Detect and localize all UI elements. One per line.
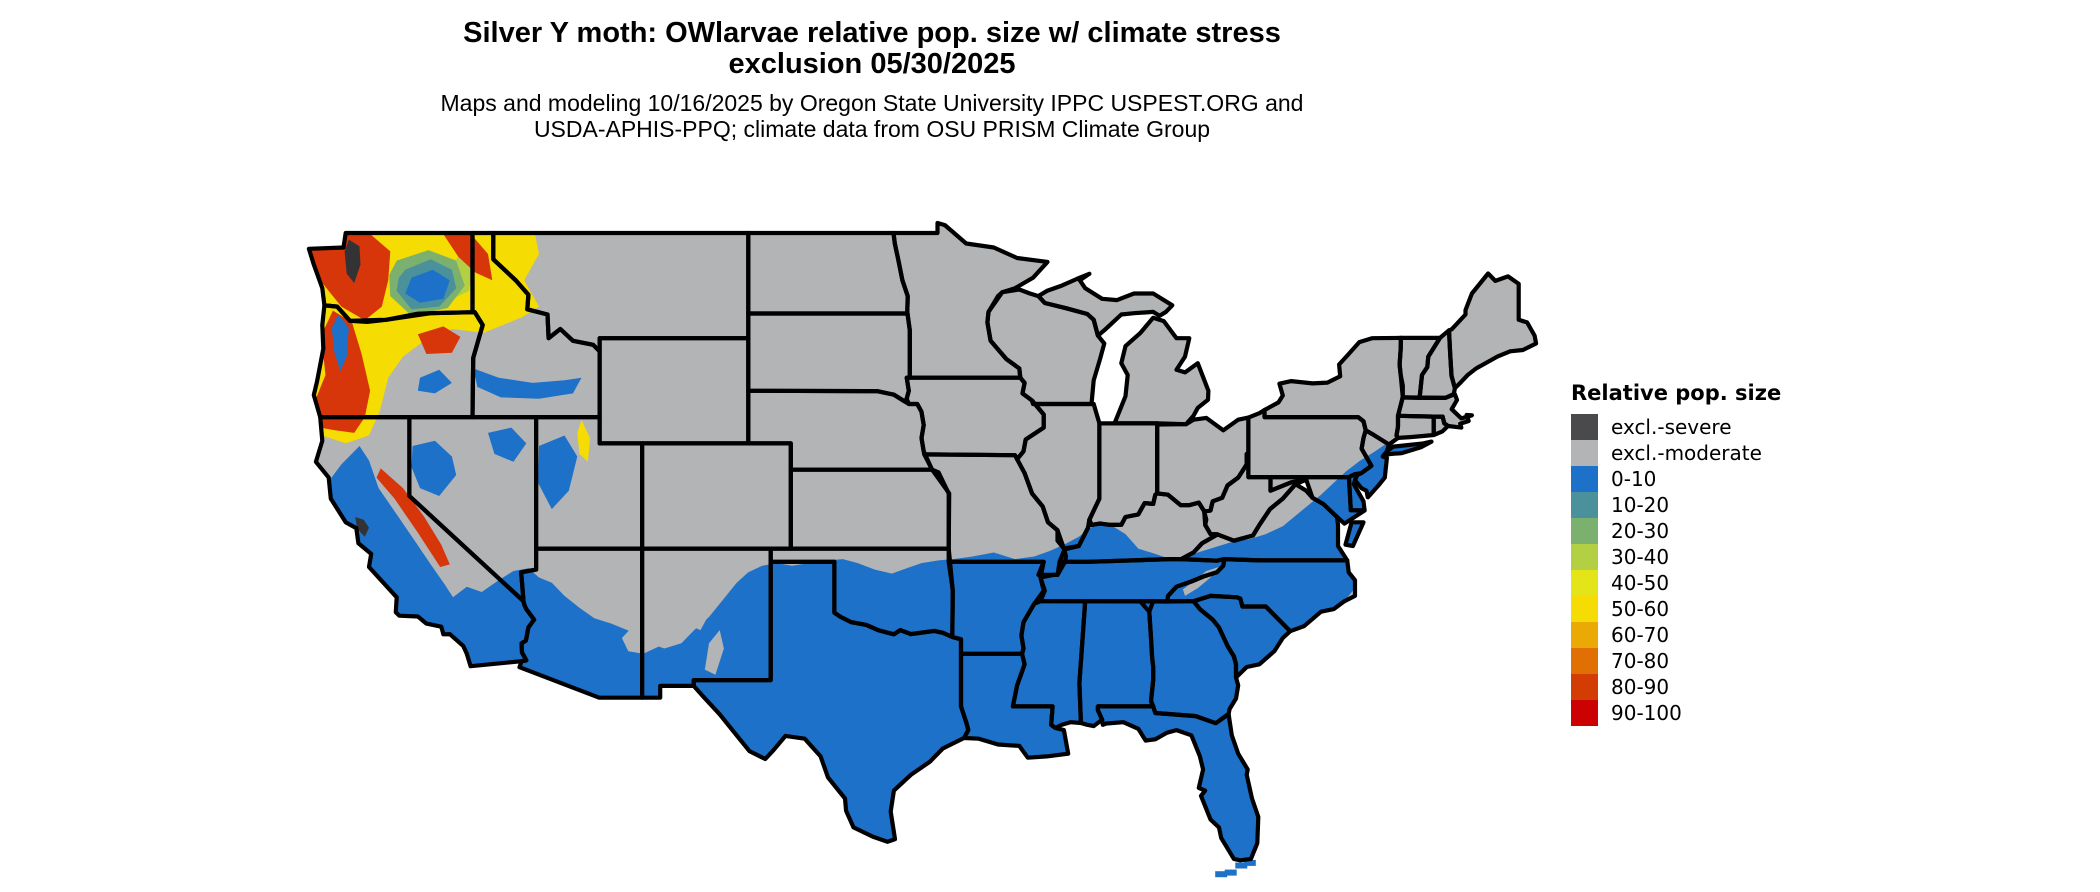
state-nd	[748, 233, 908, 314]
legend-swatch	[1571, 570, 1598, 596]
legend-item: excl.-severe	[1571, 414, 1871, 440]
map-subtitle-line2: USDA-APHIS-PPQ; climate data from OSU PR…	[533, 116, 1211, 142]
legend-swatch	[1571, 622, 1598, 648]
state-ny	[1264, 337, 1403, 445]
state-mo	[924, 454, 1066, 575]
legend-rows: excl.-severe excl.-moderate 0-10 10-20 20-30…	[1571, 414, 1871, 726]
state-co	[642, 443, 791, 549]
state-mil	[1114, 317, 1209, 425]
pop-zone	[405, 269, 450, 303]
legend-item: 50-60	[1571, 596, 1871, 622]
pop-zone	[417, 369, 452, 394]
state-miu	[1038, 273, 1173, 336]
legend-swatch	[1571, 700, 1598, 726]
pop-zone	[577, 419, 590, 462]
legend-swatch	[1571, 674, 1598, 700]
legend-swatch	[1571, 440, 1598, 466]
state-il	[1017, 400, 1100, 549]
legend-label: 10-20	[1611, 493, 1670, 517]
state-wi	[987, 289, 1105, 404]
pop-zone	[344, 239, 361, 283]
map-title-line2: exclusion 05/30/2025	[728, 48, 1016, 80]
legend-item: 0-10	[1571, 466, 1871, 492]
state-me	[1449, 273, 1537, 389]
legend: Relative pop. size excl.-severe excl.-mod…	[1571, 381, 1871, 726]
state-nh	[1419, 330, 1455, 398]
state-borders	[306, 220, 1539, 863]
pop-zone	[488, 427, 527, 462]
legend-label: 0-10	[1611, 467, 1657, 491]
legend-swatch	[1571, 544, 1598, 570]
legend-swatch	[1571, 596, 1598, 622]
legend-item: 20-30	[1571, 518, 1871, 544]
pop-zone	[308, 233, 391, 321]
legend-label: 50-60	[1611, 597, 1670, 621]
state-ne	[748, 390, 933, 470]
legend-label: 80-90	[1611, 675, 1670, 699]
pop-zone	[331, 314, 349, 372]
legend-swatch	[1571, 466, 1598, 492]
legend-label: 20-30	[1611, 519, 1670, 543]
pop-zone	[417, 326, 461, 354]
state-mn	[893, 223, 1048, 378]
state-ct	[1396, 415, 1434, 438]
map-subtitle-line1: Maps and modeling 10/16/2025 by Oregon S…	[440, 90, 1304, 116]
florida-keys	[1215, 859, 1256, 878]
legend-label: 40-50	[1611, 571, 1670, 595]
state-pa	[1248, 410, 1372, 478]
legend-swatch	[1571, 648, 1598, 674]
state-ri	[1433, 416, 1449, 435]
legend-label: 90-100	[1611, 701, 1682, 725]
map-subtitle: Maps and modeling 10/16/2025 by Oregon S…	[0, 90, 1744, 142]
map-title: Silver Y moth: OWlarvae relative pop. si…	[0, 18, 1744, 80]
legend-item: 90-100	[1571, 700, 1871, 726]
legend-label: excl.-moderate	[1611, 441, 1762, 465]
pop-zone	[473, 368, 582, 399]
state-ks	[790, 469, 950, 549]
pop-zone	[687, 551, 729, 631]
state-wy	[599, 338, 749, 444]
state-wv	[1204, 452, 1307, 541]
pop-zone	[355, 517, 369, 537]
legend-swatch	[1571, 492, 1598, 518]
legend-item: excl.-moderate	[1571, 440, 1871, 466]
legend-label: 70-80	[1611, 649, 1670, 673]
legend-item: 10-20	[1571, 492, 1871, 518]
map-title-line1: Silver Y moth: OWlarvae relative pop. si…	[463, 17, 1281, 49]
legend-title: Relative pop. size	[1571, 381, 1782, 405]
legend-item: 70-80	[1571, 648, 1871, 674]
legend-swatch	[1571, 518, 1598, 544]
pop-zone	[411, 440, 457, 496]
legend-item: 60-70	[1571, 622, 1871, 648]
legend-item: 40-50	[1571, 570, 1871, 596]
legend-swatch	[1571, 414, 1598, 440]
state-in	[1089, 423, 1158, 525]
pop-zone	[312, 310, 371, 433]
pop-zone	[538, 435, 578, 510]
legend-item: 30-40	[1571, 544, 1871, 570]
pop-zone	[376, 468, 450, 567]
state-mt	[493, 233, 749, 352]
pop-zone	[704, 630, 724, 675]
state-sd	[748, 313, 910, 402]
state-ia	[906, 377, 1044, 460]
legend-item: 80-90	[1571, 674, 1871, 700]
legend-label: excl.-severe	[1611, 415, 1732, 439]
legend-label: 30-40	[1611, 545, 1670, 569]
legend-label: 60-70	[1611, 623, 1670, 647]
pop-zone	[443, 234, 493, 281]
